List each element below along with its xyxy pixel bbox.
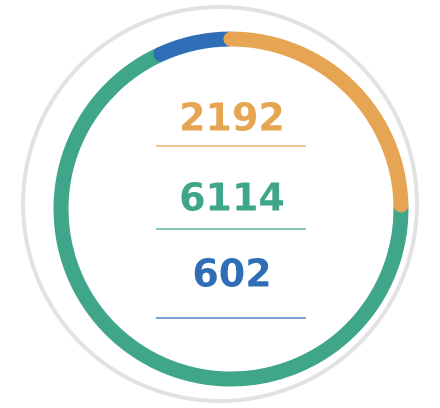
value-label: 2192 xyxy=(179,96,285,140)
donut-segment xyxy=(153,31,239,62)
donut-segment xyxy=(223,31,409,213)
donut-segment xyxy=(53,46,409,387)
outer-ring xyxy=(21,5,419,403)
value-label: 602 xyxy=(192,252,271,296)
value-label: 6114 xyxy=(179,176,285,220)
